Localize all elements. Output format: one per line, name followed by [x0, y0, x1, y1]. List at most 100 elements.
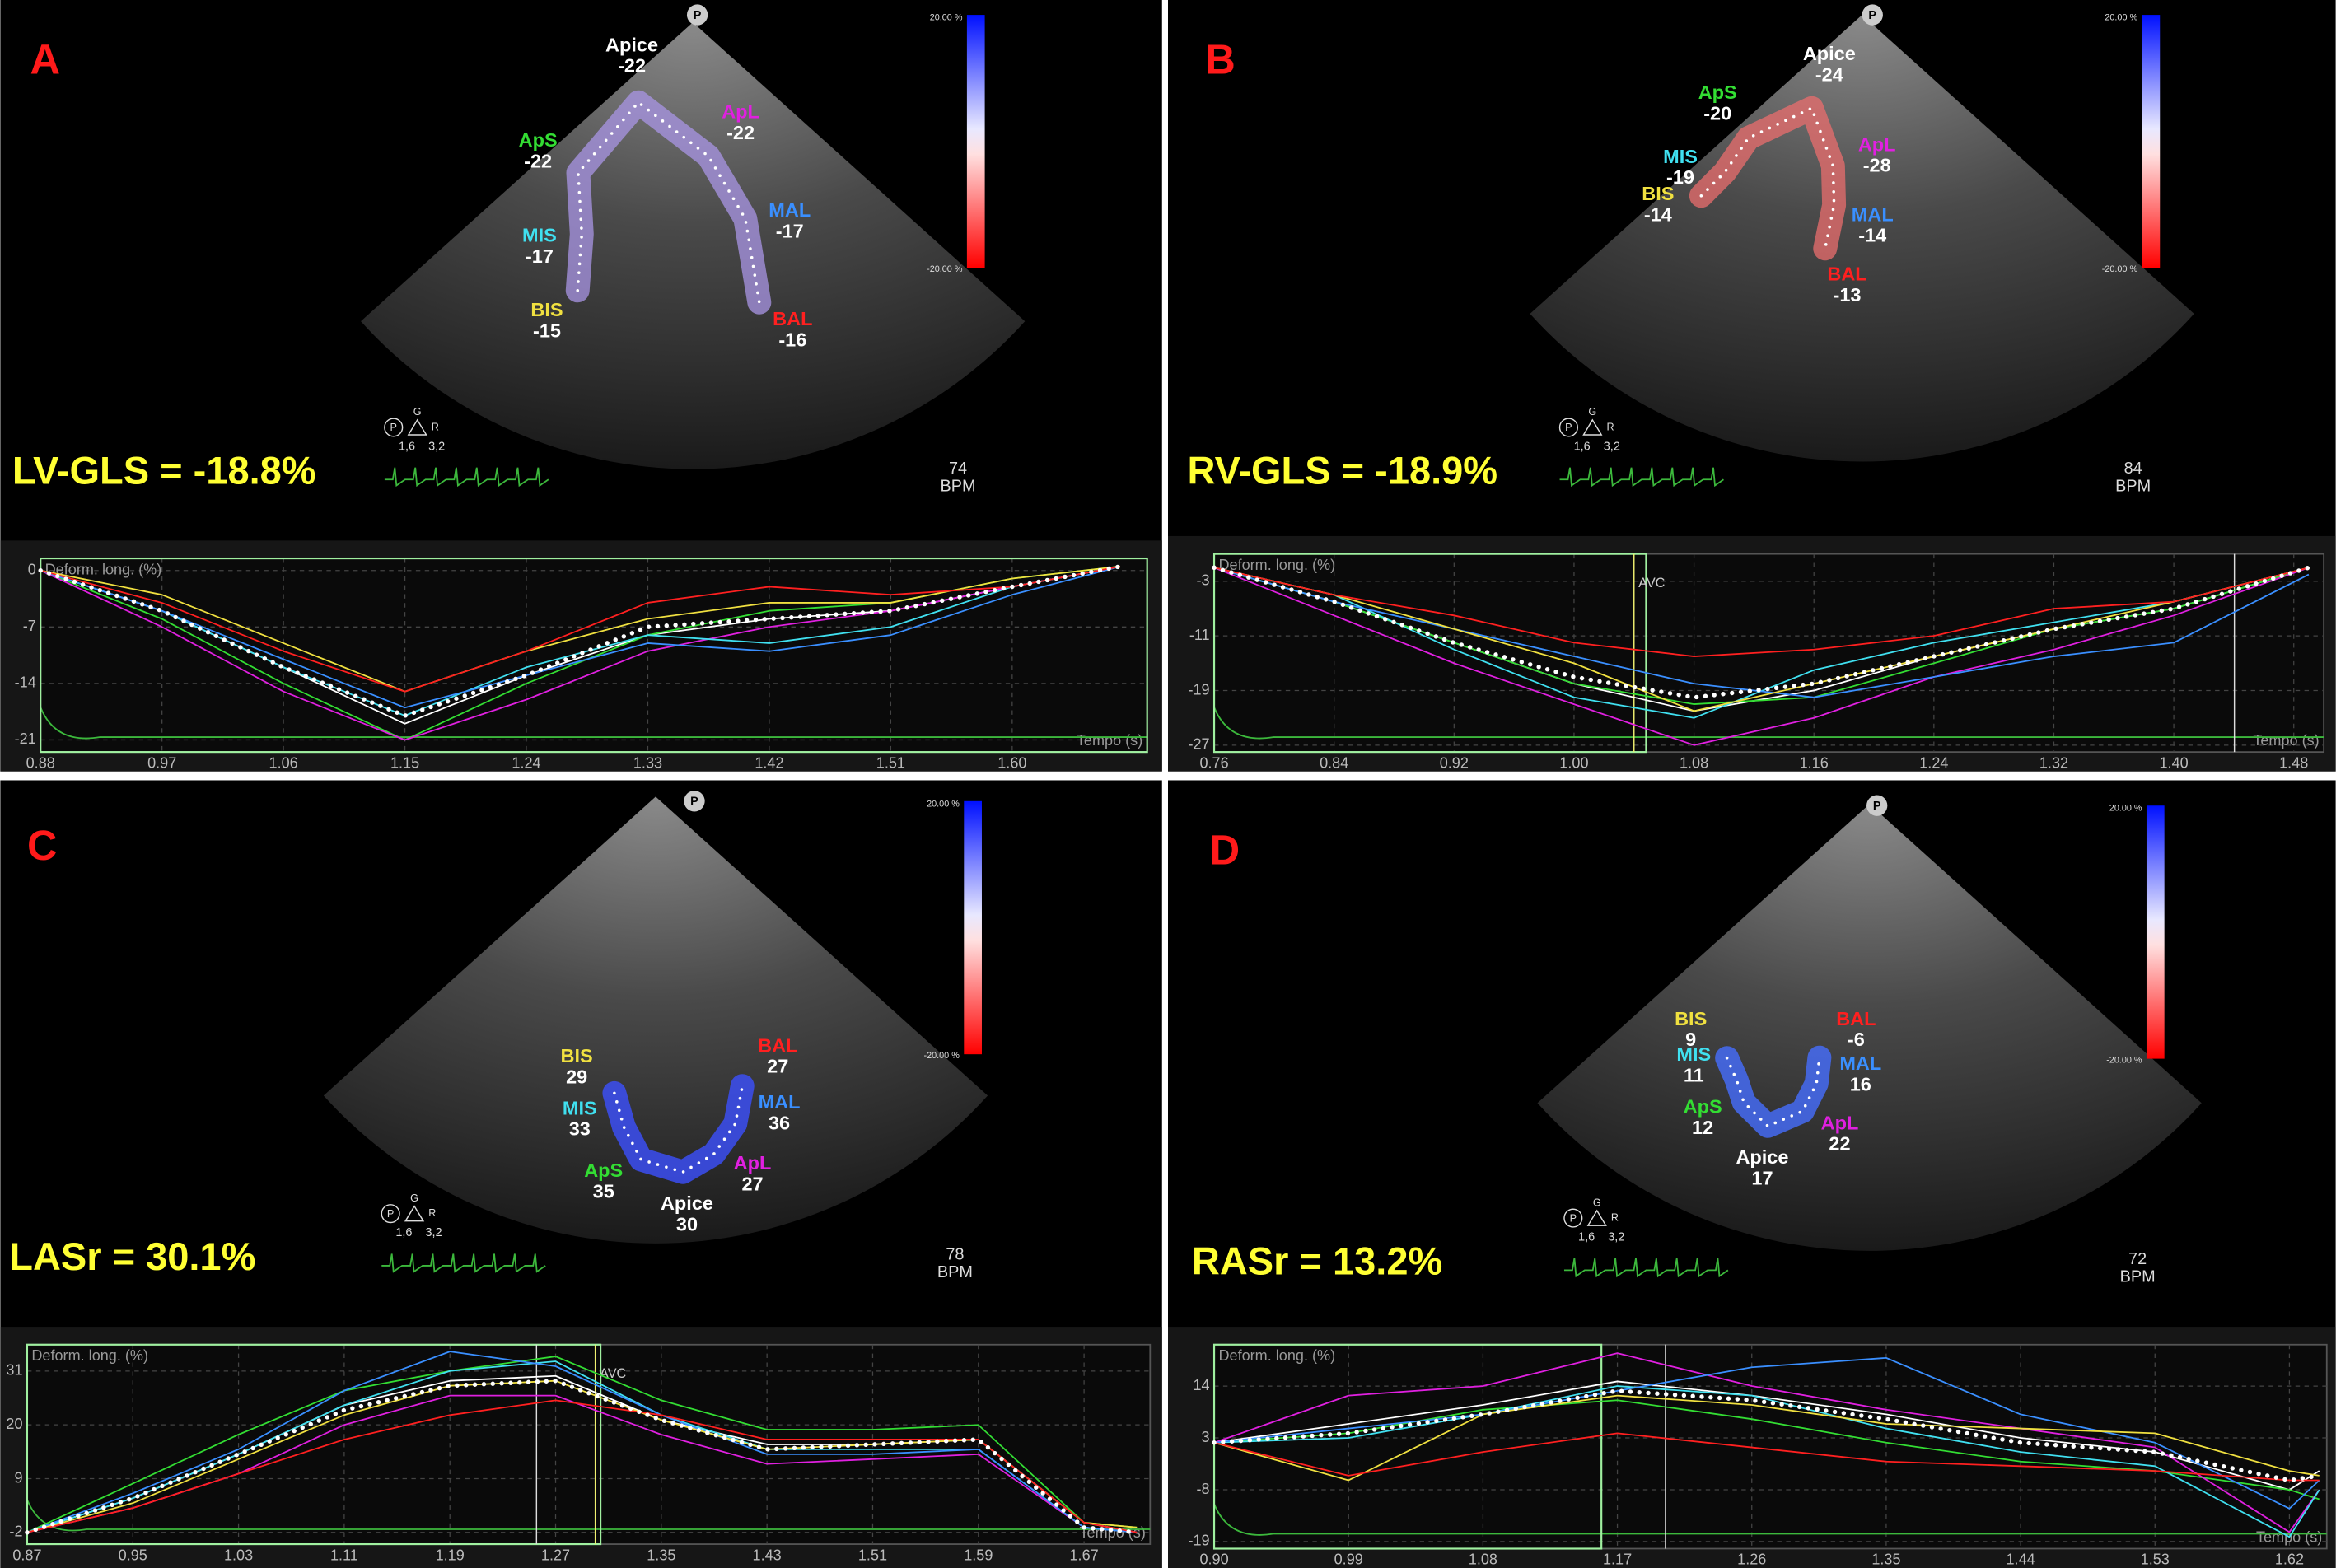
probe-right: 3,2 — [1608, 1230, 1624, 1244]
y-tick-label: -11 — [1189, 627, 1210, 643]
x-tick-label: 1.48 — [2279, 754, 2308, 771]
segment-name: MIS — [522, 225, 557, 246]
strain-curve — [1213, 567, 2310, 746]
scale-bottom-label: -20.00 % — [2102, 264, 2138, 274]
x-tick-label: 1.43 — [753, 1547, 782, 1563]
segment-name: BIS — [561, 1045, 593, 1066]
x-tick-label: 1.60 — [997, 754, 1026, 771]
segment-name: MAL — [1852, 203, 1894, 225]
y-tick-label: 9 — [14, 1469, 22, 1486]
segment-value: 12 — [1692, 1117, 1713, 1138]
strain-curve — [1213, 1432, 2320, 1482]
x-tick-label: 0.76 — [1199, 754, 1228, 771]
probe-right: 3,2 — [426, 1226, 442, 1239]
scale-top-label: 20.00 % — [2109, 804, 2142, 814]
segment-value: -13 — [1834, 284, 1862, 306]
probe-g: G — [1588, 406, 1596, 418]
probe-circle — [1558, 418, 1578, 437]
marker-circle — [684, 791, 705, 812]
x-tick-label: 1.06 — [269, 754, 298, 771]
scale-top-label: 20.00 % — [927, 799, 960, 809]
mean-strain-curve — [25, 1379, 1139, 1535]
marker-circle — [686, 4, 708, 26]
segment-name: MAL — [1839, 1052, 1881, 1074]
x-tick-label: 1.67 — [1070, 1547, 1099, 1563]
probe-p: P — [387, 1208, 394, 1220]
x-tick-label: 1.19 — [436, 1547, 465, 1563]
probe-r: R — [1611, 1211, 1619, 1223]
y-tick-label: -8 — [1197, 1481, 1210, 1497]
probe-r: R — [428, 1207, 436, 1219]
segment-name: ApL — [1858, 133, 1896, 155]
annotation: AVC — [1638, 576, 1665, 590]
segment-name: MIS — [1663, 146, 1698, 167]
probe-p: P — [390, 422, 397, 433]
x-tick-label: 0.90 — [1199, 1552, 1228, 1568]
segment-name: ApL — [1821, 1112, 1859, 1133]
segment-value: -22 — [618, 55, 646, 77]
y-tick-label: 20 — [6, 1416, 22, 1432]
y-tick-label: -19 — [1188, 681, 1209, 698]
segment-value: 29 — [566, 1066, 587, 1087]
segment-value: -24 — [1815, 63, 1843, 85]
segment-value: 9 — [1685, 1029, 1696, 1050]
strain-curve — [1213, 1352, 2320, 1533]
segment-value: -17 — [526, 245, 554, 267]
x-tick-label: 1.17 — [1603, 1552, 1632, 1568]
y-tick-label: -7 — [23, 618, 36, 634]
x-tick-label: 1.32 — [2039, 754, 2068, 771]
summary-value: LV-GLS = -18.8% — [12, 448, 316, 492]
x-tick-label: 0.97 — [147, 754, 176, 771]
scale-bottom-label: -20.00 % — [2106, 1055, 2142, 1065]
probe-triangle — [404, 1205, 425, 1222]
x-tick-label: 1.59 — [964, 1547, 993, 1563]
y-tick-label: -27 — [1188, 736, 1209, 753]
strain-curve — [1213, 567, 2310, 698]
y-tick-label: -2 — [9, 1524, 22, 1540]
x-tick-label: 1.24 — [512, 754, 540, 771]
segment-name: BAL — [758, 1034, 797, 1056]
plot-area — [1213, 553, 2325, 754]
y-axis-label: Deform. long. (%) — [1218, 1347, 1335, 1364]
y-tick-label: -3 — [1197, 572, 1210, 589]
segment-name: BIS — [1642, 183, 1674, 204]
heart-rate-unit: BPM — [2115, 478, 2151, 496]
x-tick-label: 1.15 — [390, 754, 419, 771]
segment-value: -17 — [776, 220, 804, 241]
x-tick-label: 1.26 — [1737, 1552, 1766, 1568]
probe-p: P — [1570, 1212, 1577, 1224]
segment-value: -22 — [524, 150, 552, 171]
heart-rate: 72 — [2128, 1250, 2147, 1268]
segment-name: ApS — [584, 1160, 623, 1181]
ecg-trace — [381, 1253, 546, 1273]
probe-right: 3,2 — [428, 440, 445, 453]
x-tick-label: 1.62 — [2275, 1552, 2304, 1568]
marker-label: P — [690, 796, 698, 809]
x-tick-label: 1.33 — [633, 754, 662, 771]
selection-box — [1212, 553, 1647, 754]
probe-triangle — [1586, 1209, 1607, 1226]
plot-area — [40, 558, 1148, 754]
marker-label: P — [694, 9, 702, 22]
mean-strain-curve — [38, 564, 1123, 718]
panel-letter: C — [27, 822, 58, 869]
y-axis-label: Deform. long. (%) — [1218, 557, 1335, 573]
segment-value: -22 — [726, 122, 755, 143]
ecg-trace — [1559, 467, 1724, 488]
x-tick-label: 1.00 — [1559, 754, 1588, 771]
tracking-points — [613, 1084, 745, 1174]
x-tick-label: 1.40 — [2160, 754, 2189, 771]
strain-curve — [26, 1351, 1138, 1533]
x-tick-label: 0.88 — [26, 754, 55, 771]
segment-name: MAL — [759, 1091, 801, 1113]
x-tick-label: 1.08 — [1469, 1552, 1497, 1568]
segment-name: Apice — [1803, 43, 1856, 64]
heart-rate: 84 — [2124, 460, 2142, 478]
segment-value: -6 — [1848, 1029, 1865, 1050]
strain-curve — [1213, 1394, 2320, 1482]
scale-top-label: 20.00 % — [2105, 13, 2137, 23]
y-tick-label: 0 — [28, 562, 36, 578]
summary-value: LASr = 30.1% — [9, 1234, 255, 1278]
marker-label: P — [1868, 9, 1876, 22]
x-tick-label: 1.03 — [224, 1547, 253, 1563]
